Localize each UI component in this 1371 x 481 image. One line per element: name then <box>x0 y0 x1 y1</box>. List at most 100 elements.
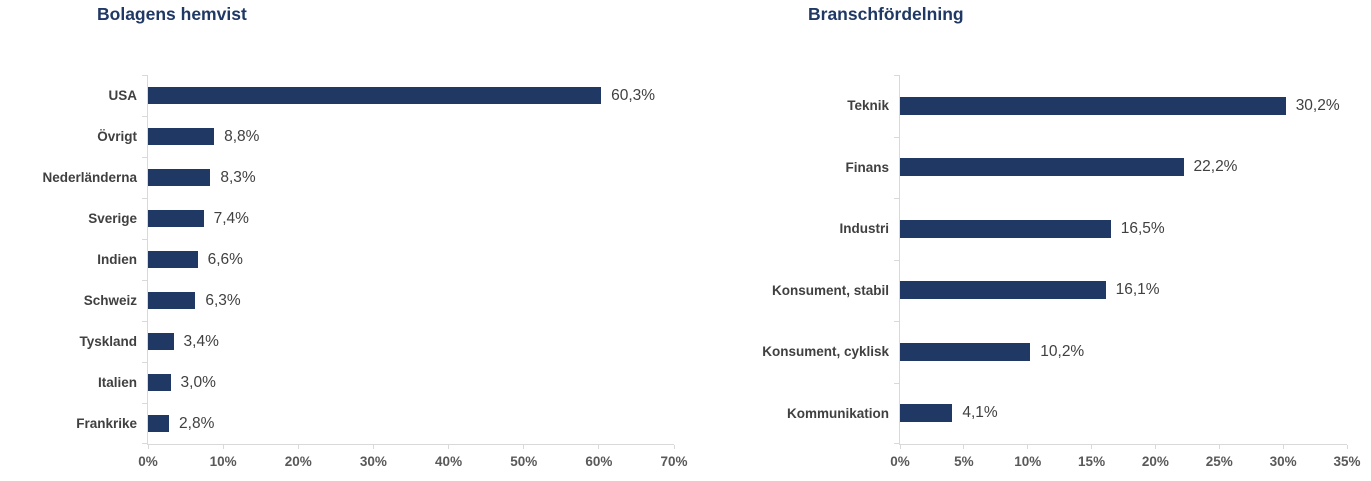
value-label: 22,2% <box>1193 158 1238 176</box>
bar-row: 6,3% <box>148 280 674 321</box>
value-label: 6,3% <box>205 291 241 309</box>
bar-row: 7,4% <box>148 198 674 239</box>
category-label: Konsument, cyklisk <box>762 344 889 360</box>
x-axis-tick-label: 70% <box>660 454 688 469</box>
x-axis-tick-label: 25% <box>1205 454 1233 469</box>
category-label: Indien <box>97 252 137 267</box>
plot-area: 30,2% 22,2% 16,5% 16,1% 10,2% 4,1% 0% 5% 10% 15% 2… <box>890 75 1361 469</box>
chart-title: Branschfördelning <box>808 4 964 24</box>
bar <box>148 333 174 350</box>
x-axis-tick-label: 0% <box>890 454 910 469</box>
bar-chart-branschfordelning: Branschfördelning Teknik Finans Industri Ko… <box>686 0 1371 481</box>
x-tick-mark <box>899 445 901 449</box>
y-tick-mark <box>142 443 147 444</box>
x-axis-tick-label: 35% <box>1333 454 1361 469</box>
bar-row: 8,8% <box>148 116 674 157</box>
bar <box>900 158 1184 177</box>
value-label: 30,2% <box>1295 96 1340 114</box>
bar-row: 3,0% <box>148 362 674 403</box>
value-label: 3,0% <box>180 373 216 391</box>
x-tick-mark <box>372 445 374 449</box>
category-label: Industri <box>839 221 890 237</box>
x-axis-tick-label: 50% <box>510 454 538 469</box>
x-axis-tick-label: 10% <box>209 454 237 469</box>
x-axis-tick-label: 20% <box>284 454 312 469</box>
x-axis-tick-label: 60% <box>585 454 613 469</box>
bar-row: 8,3% <box>148 157 674 198</box>
y-tick-mark <box>142 239 147 240</box>
bar <box>148 87 602 104</box>
x-tick-mark <box>147 445 149 449</box>
bar <box>148 128 215 145</box>
x-tick-mark <box>222 445 224 449</box>
bar <box>148 251 198 268</box>
x-tick-mark <box>523 445 525 449</box>
chart-title: Bolagens hemvist <box>97 4 247 24</box>
y-tick-mark <box>894 259 899 261</box>
bar-row: 2,8% <box>148 403 674 444</box>
x-tick-mark <box>1218 445 1220 449</box>
category-label: Sverige <box>88 211 137 226</box>
y-tick-mark <box>142 280 147 281</box>
category-label: Övrigt <box>97 129 137 144</box>
y-tick-mark <box>894 136 899 138</box>
bar-row: 22,2% <box>900 137 1347 199</box>
category-label: Konsument, stabil <box>771 282 889 298</box>
bar-row: 16,5% <box>900 198 1347 260</box>
y-tick-mark <box>894 321 899 322</box>
x-tick-mark <box>673 445 675 449</box>
x-tick-mark <box>1154 445 1156 449</box>
x-tick-mark <box>963 445 965 449</box>
value-label: 10,2% <box>1040 342 1085 360</box>
x-axis-tick-label: 30% <box>1269 454 1297 469</box>
bar <box>900 281 1106 300</box>
category-label: Frankrike <box>76 416 137 431</box>
value-label: 8,8% <box>224 127 260 145</box>
bar <box>148 415 170 432</box>
value-label: 8,3% <box>220 168 256 186</box>
bar <box>900 96 1286 115</box>
x-tick-mark <box>448 445 450 449</box>
x-tick-mark <box>1027 445 1029 449</box>
category-label: Finans <box>845 159 889 175</box>
bar-chart-bolagens-hemvist: Bolagens hemvist USA Övrigt Nederländerna S… <box>42 4 688 469</box>
y-tick-mark <box>142 116 147 117</box>
bar-row: 6,6% <box>148 239 674 280</box>
x-tick-mark <box>1091 445 1093 449</box>
category-label: Kommunikation <box>786 405 889 421</box>
y-tick-mark <box>142 75 147 76</box>
y-tick-mark <box>142 403 147 404</box>
category-label: USA <box>108 88 137 103</box>
x-axis-tick-label: 30% <box>359 454 387 469</box>
category-label: Italien <box>97 375 137 390</box>
bar <box>900 342 1031 361</box>
value-label: 3,4% <box>183 332 219 350</box>
x-axis-tick-label: 10% <box>1014 454 1042 469</box>
category-label: Nederländerna <box>42 170 137 185</box>
bar-row: 16,1% <box>900 260 1347 322</box>
category-label: Schweiz <box>83 293 137 308</box>
y-tick-mark <box>142 362 147 363</box>
bar <box>900 404 953 423</box>
x-tick-mark <box>598 445 600 449</box>
y-tick-mark <box>142 321 147 322</box>
y-tick-mark <box>894 198 899 199</box>
bar <box>148 374 171 391</box>
value-label: 4,1% <box>962 404 998 422</box>
x-tick-mark <box>1282 445 1284 449</box>
bar-row: 10,2% <box>900 321 1347 383</box>
bar <box>900 219 1111 238</box>
y-tick-mark <box>142 198 147 199</box>
bar-row: 4,1% <box>900 383 1347 445</box>
bar <box>148 292 196 309</box>
y-tick-mark <box>894 443 899 444</box>
value-label: 7,4% <box>213 209 249 227</box>
x-axis-tick-label: 0% <box>138 454 158 469</box>
y-tick-mark <box>894 75 899 76</box>
x-tick-mark <box>1346 445 1348 449</box>
x-axis-tick-label: 40% <box>435 454 463 469</box>
bar <box>148 169 211 186</box>
bar <box>148 210 204 227</box>
category-label: Tyskland <box>79 334 137 349</box>
